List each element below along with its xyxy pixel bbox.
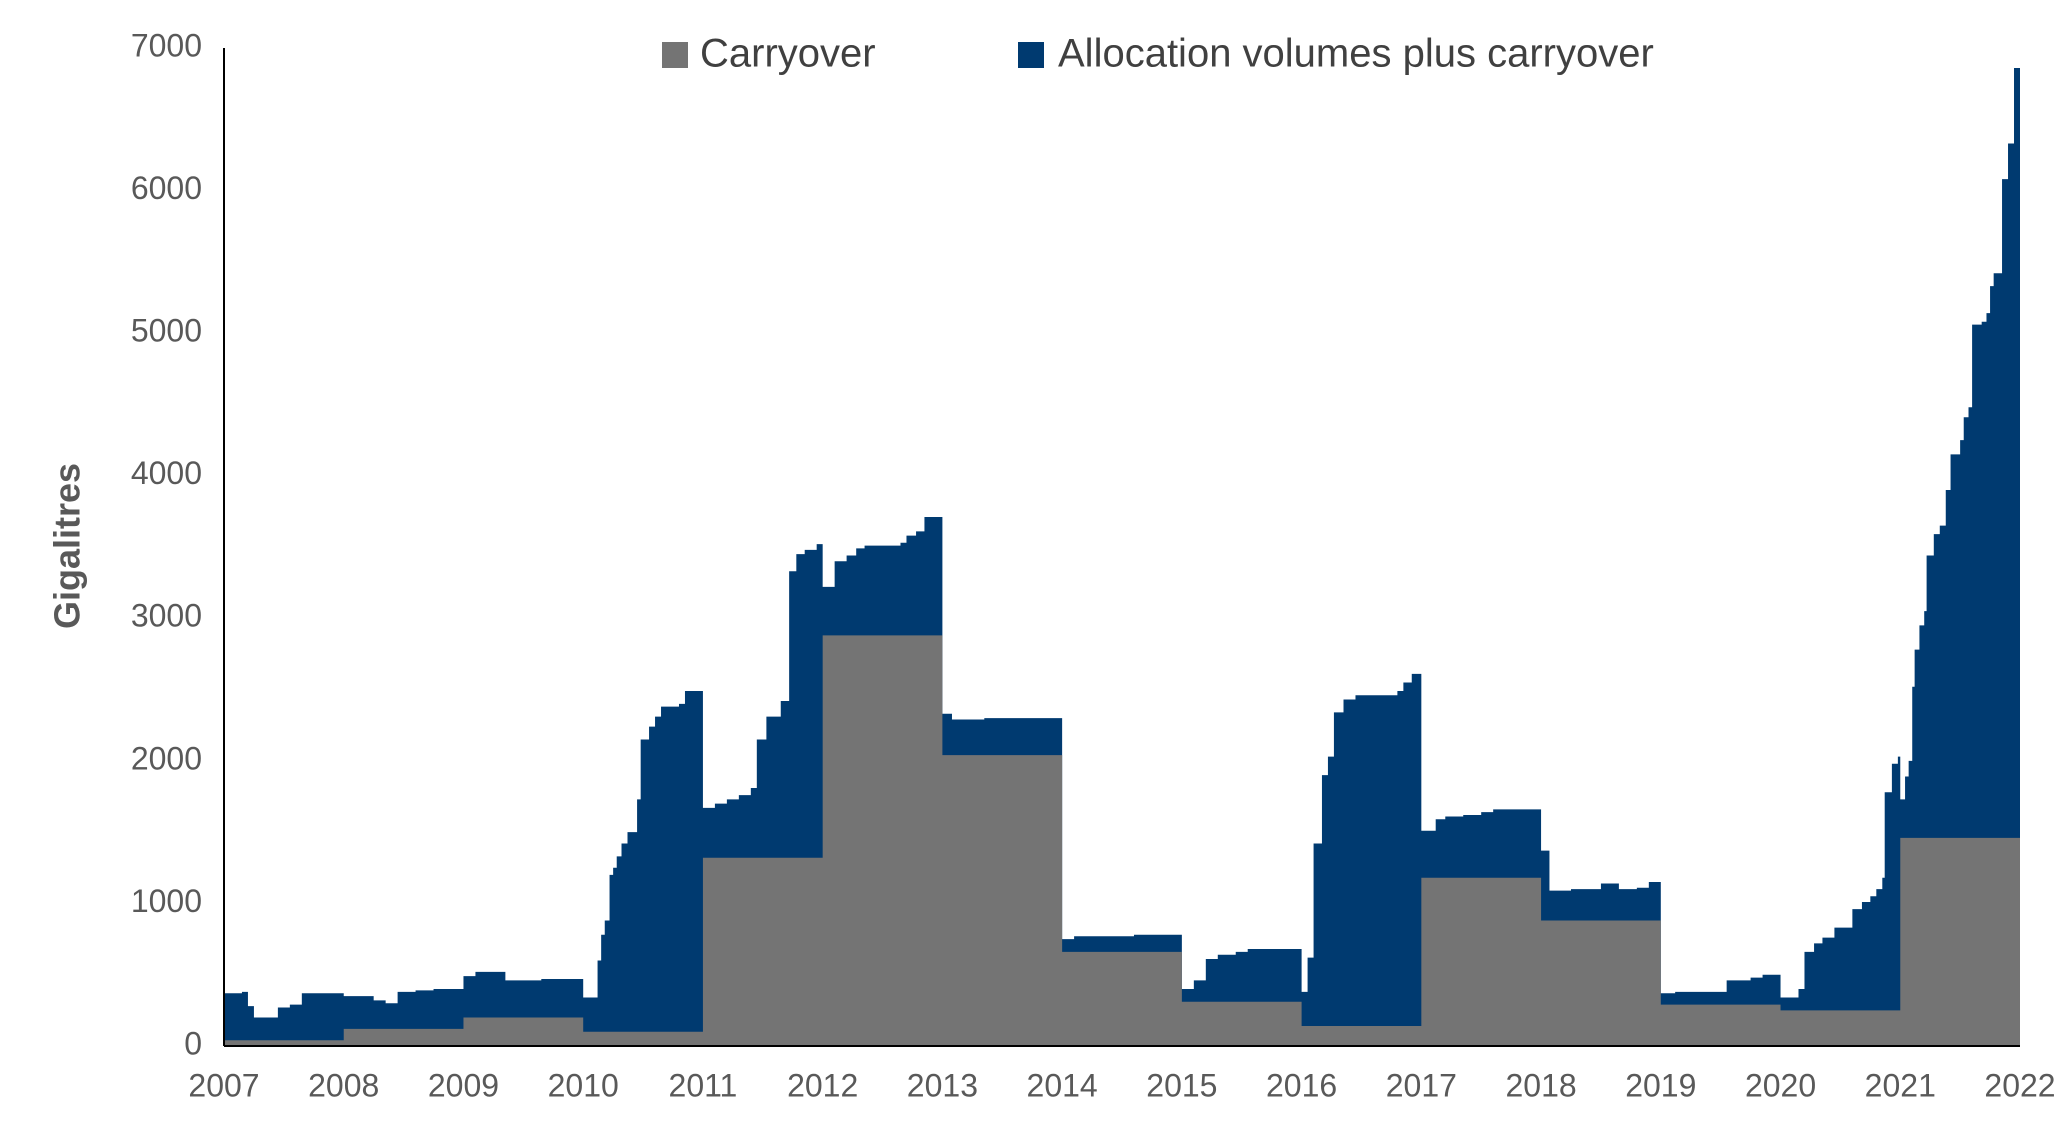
y-tick-label: 3000 bbox=[131, 598, 202, 634]
legend: Carryover Allocation volumes plus carryo… bbox=[662, 32, 1654, 76]
y-tick-label: 1000 bbox=[131, 883, 202, 919]
x-tick-label: 2011 bbox=[669, 1067, 738, 1103]
x-tick-label: 2022 bbox=[1984, 1067, 2055, 1103]
legend-swatch-allocation bbox=[1018, 42, 1044, 68]
x-tick-label: 2019 bbox=[1625, 1067, 1696, 1103]
y-tick-label: 5000 bbox=[131, 313, 202, 349]
x-tick-label: 2018 bbox=[1505, 1067, 1576, 1103]
x-tick-label: 2016 bbox=[1266, 1067, 1337, 1103]
x-tick-label: 2008 bbox=[308, 1067, 379, 1103]
legend-label-allocation: Allocation volumes plus carryover bbox=[1058, 32, 1654, 76]
x-tick-label: 2017 bbox=[1386, 1067, 1457, 1103]
y-axis-title: Gigalitres bbox=[47, 463, 88, 629]
x-tick-label: 2014 bbox=[1027, 1067, 1098, 1103]
legend-swatch-carryover bbox=[662, 42, 688, 68]
x-tick-label: 2007 bbox=[188, 1067, 259, 1103]
x-tick-label: 2021 bbox=[1865, 1067, 1936, 1103]
y-tick-label: 2000 bbox=[131, 740, 202, 776]
y-tick-label: 0 bbox=[184, 1025, 202, 1061]
axes-layer bbox=[223, 48, 2020, 1047]
y-tick-label: 7000 bbox=[131, 27, 202, 63]
series-area-carryover bbox=[224, 635, 2020, 1046]
series-layer bbox=[224, 67, 2020, 1046]
y-tick-label: 4000 bbox=[131, 455, 202, 491]
legend-label-carryover: Carryover bbox=[700, 32, 876, 76]
x-tick-label: 2020 bbox=[1745, 1067, 1816, 1103]
x-tick-label: 2010 bbox=[548, 1067, 619, 1103]
y-tick-label: 6000 bbox=[131, 170, 202, 206]
x-tick-label: 2013 bbox=[907, 1067, 978, 1103]
x-tick-label: 2012 bbox=[787, 1067, 858, 1103]
series-area-allocation bbox=[224, 67, 2020, 1046]
y-tick-labels: 0 1000 2000 3000 4000 5000 6000 7000 bbox=[131, 27, 202, 1061]
x-tick-label: 2015 bbox=[1146, 1067, 1217, 1103]
x-tick-labels: 2007 2008 2009 2010 2011 2012 2013 2014 2015 2016… bbox=[188, 1067, 2055, 1103]
x-tick-label: 2009 bbox=[428, 1067, 499, 1103]
